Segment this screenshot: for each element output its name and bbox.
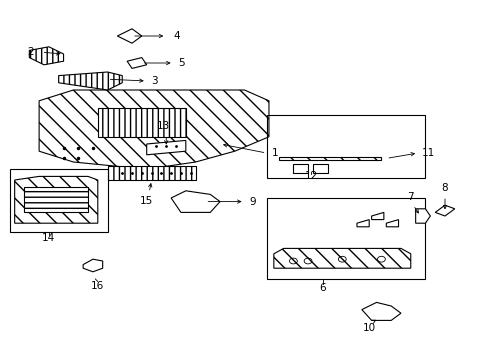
- Polygon shape: [117, 29, 142, 43]
- Polygon shape: [371, 212, 383, 220]
- Bar: [10, 169, 107, 232]
- Polygon shape: [415, 209, 429, 223]
- Text: 10: 10: [362, 323, 375, 333]
- Polygon shape: [15, 176, 98, 223]
- Text: 8: 8: [441, 183, 447, 193]
- Polygon shape: [356, 220, 368, 227]
- Bar: [266, 115, 425, 178]
- Text: 4: 4: [173, 31, 180, 41]
- Polygon shape: [312, 164, 327, 173]
- Text: 16: 16: [91, 281, 104, 291]
- Polygon shape: [293, 164, 307, 173]
- Bar: [266, 198, 425, 279]
- Polygon shape: [39, 90, 268, 169]
- Polygon shape: [278, 157, 381, 160]
- Polygon shape: [171, 191, 220, 212]
- Text: 14: 14: [42, 233, 56, 243]
- Polygon shape: [98, 108, 185, 137]
- Text: 3: 3: [151, 76, 158, 86]
- Polygon shape: [83, 259, 102, 272]
- Polygon shape: [386, 220, 398, 227]
- Polygon shape: [434, 205, 454, 216]
- Polygon shape: [146, 140, 185, 155]
- Text: 2: 2: [27, 47, 34, 57]
- Text: 9: 9: [249, 197, 256, 207]
- Polygon shape: [24, 187, 88, 212]
- Text: 7: 7: [407, 192, 413, 202]
- Polygon shape: [59, 72, 122, 90]
- Text: 13: 13: [157, 121, 170, 131]
- Polygon shape: [127, 58, 146, 68]
- Text: 1: 1: [271, 148, 278, 158]
- Polygon shape: [107, 166, 195, 180]
- Text: 6: 6: [319, 283, 325, 293]
- Text: 5: 5: [178, 58, 185, 68]
- Polygon shape: [273, 248, 410, 268]
- Text: 12: 12: [304, 171, 318, 181]
- Polygon shape: [29, 47, 63, 65]
- Polygon shape: [361, 302, 400, 320]
- Text: 11: 11: [421, 148, 434, 158]
- Text: 15: 15: [140, 196, 153, 206]
